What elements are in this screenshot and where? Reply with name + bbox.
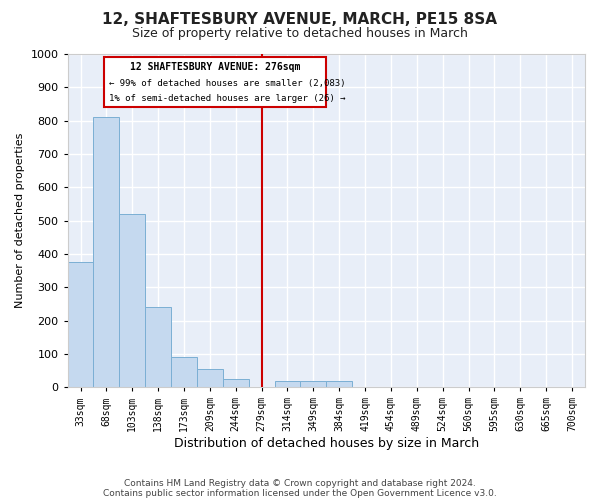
Y-axis label: Number of detached properties: Number of detached properties xyxy=(15,133,25,308)
Text: 1% of semi-detached houses are larger (26) →: 1% of semi-detached houses are larger (2… xyxy=(109,94,346,103)
FancyBboxPatch shape xyxy=(104,58,326,108)
Bar xyxy=(275,380,301,387)
Text: 12 SHAFTESBURY AVENUE: 276sqm: 12 SHAFTESBURY AVENUE: 276sqm xyxy=(130,62,300,72)
Bar xyxy=(119,214,145,387)
Bar xyxy=(197,369,223,387)
Text: Size of property relative to detached houses in March: Size of property relative to detached ho… xyxy=(132,28,468,40)
Text: Contains public sector information licensed under the Open Government Licence v3: Contains public sector information licen… xyxy=(103,488,497,498)
Text: Contains HM Land Registry data © Crown copyright and database right 2024.: Contains HM Land Registry data © Crown c… xyxy=(124,478,476,488)
Bar xyxy=(94,118,119,387)
Bar xyxy=(326,380,352,387)
Bar xyxy=(171,357,197,387)
Bar xyxy=(301,380,326,387)
Text: 12, SHAFTESBURY AVENUE, MARCH, PE15 8SA: 12, SHAFTESBURY AVENUE, MARCH, PE15 8SA xyxy=(103,12,497,28)
Bar xyxy=(223,379,248,387)
Bar xyxy=(145,307,171,387)
X-axis label: Distribution of detached houses by size in March: Distribution of detached houses by size … xyxy=(174,437,479,450)
Text: ← 99% of detached houses are smaller (2,083): ← 99% of detached houses are smaller (2,… xyxy=(109,79,346,88)
Bar xyxy=(68,262,94,387)
